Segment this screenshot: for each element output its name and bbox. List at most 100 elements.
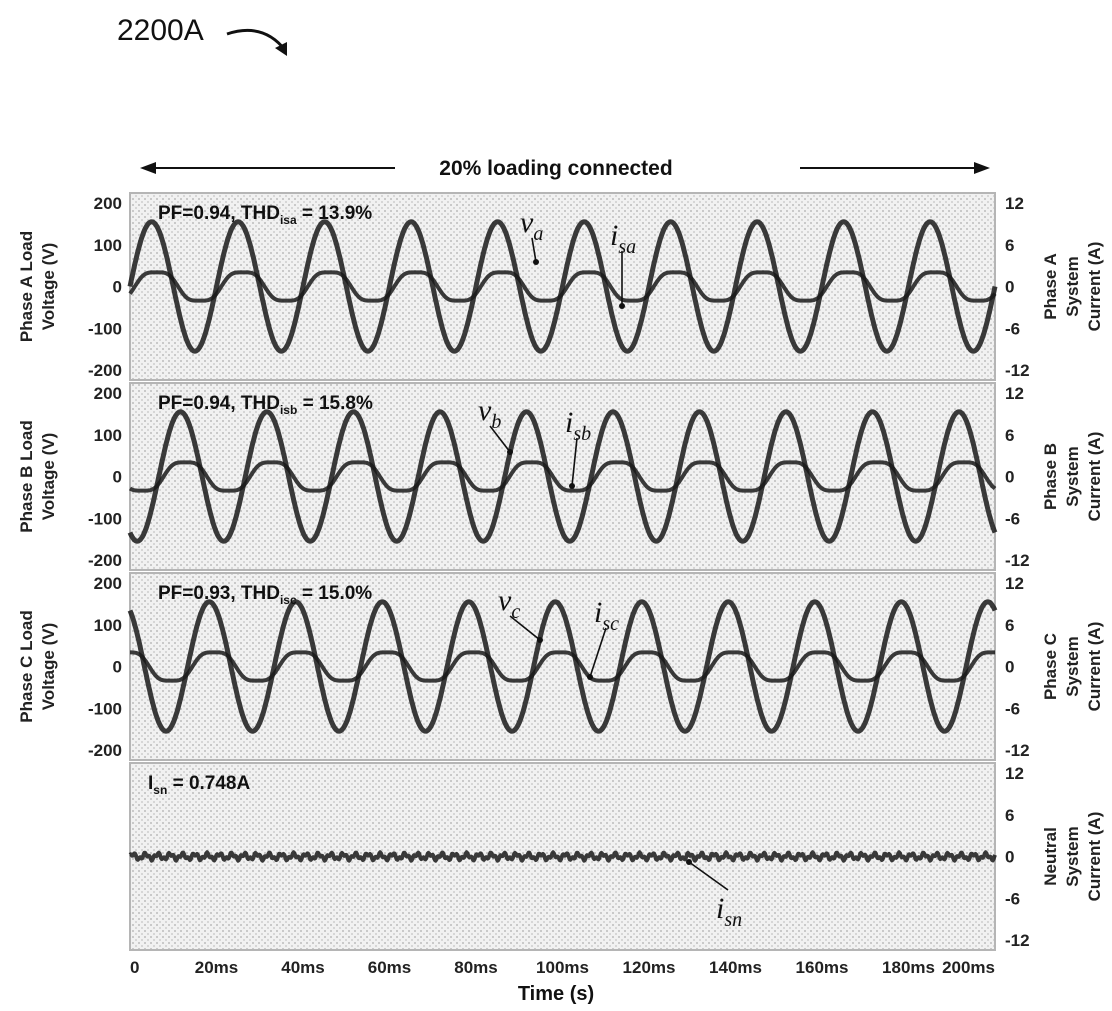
panel-b-left-axis-label: Phase B Load Voltage (V): [17, 420, 58, 532]
panel-b-right-tick: -6: [1005, 509, 1020, 528]
panel-a-right-axis-label-line: Current (A): [1085, 242, 1104, 332]
series-isn-line: [128, 850, 997, 863]
panel-b: 200 100 0 -100 -200 12 6 0 -6 -12 Phase B Load Volt…: [17, 382, 1104, 571]
series-va-pointer-tip-icon: [533, 259, 539, 265]
series-vb-pointer: [489, 425, 511, 453]
panel-c-left-tick: 100: [94, 616, 122, 635]
panel-a-right-axis-label-line: System: [1063, 256, 1082, 316]
series-isc-label: isc: [594, 596, 619, 635]
panel-c-left-tick: -100: [88, 699, 122, 718]
series-vc-pointer: [509, 615, 541, 641]
panel-b-right-axis-label-line: Phase B: [1041, 443, 1060, 510]
panel-n-right-tick: 6: [1005, 806, 1014, 825]
series-isn-pointer-tip-icon: [686, 859, 692, 865]
panel-b-right-tick: 0: [1005, 468, 1014, 487]
series-isn-label: isn: [716, 892, 742, 931]
panel-c-right-tick: -12: [1005, 741, 1030, 760]
series-vc-label: vc: [498, 584, 520, 623]
panel-n-right-tick: -6: [1005, 889, 1020, 908]
panel-a-right-tick: 6: [1005, 236, 1014, 255]
panel-a-left-tick: -200: [88, 361, 122, 380]
panel-a: 200 100 0 -100 -200 12 6 0 -6 -12 Phase A Load Volt…: [17, 192, 1104, 381]
panel-c: 200 100 0 -100 -200 12 6 0 -6 -12 Phase C Load Volt…: [17, 572, 1104, 761]
x-tick-label: 140ms: [709, 958, 762, 977]
x-axis-label: Time (s): [518, 983, 594, 1005]
series-isb-label: isb: [565, 406, 591, 445]
series-va-label: va: [520, 206, 543, 245]
panel-c-left-tick: 0: [113, 658, 122, 677]
chart-title-group: 20% loading connected: [140, 157, 990, 180]
panel-a-right-tick: 12: [1005, 194, 1024, 213]
series-isn-pointer: [688, 861, 729, 891]
panel-b-right-tick: 6: [1005, 426, 1014, 445]
series-vc-line: [127, 599, 998, 734]
panel-c-left-axis-label-line: Phase C Load: [17, 610, 36, 722]
panel-a-right-tick: 0: [1005, 278, 1014, 297]
panel-a-right-axis-label: Phase A System Current (A): [1041, 242, 1104, 332]
panel-a-left-axis-label-line: Voltage (V): [39, 243, 58, 331]
figure-pointer-arrow-icon: [226, 28, 287, 56]
panel-a-left-tick: -100: [88, 319, 122, 338]
panel-a-left-tick: 0: [113, 278, 122, 297]
panel-c-right-tick: 12: [1005, 574, 1024, 593]
panel-a-left-axis-label: Phase A Load Voltage (V): [17, 231, 58, 342]
series-va-line: [127, 219, 998, 354]
x-tick-label: 80ms: [454, 958, 497, 977]
x-tick-label: 160ms: [796, 958, 849, 977]
panel-b-annotation: PF=0.94, THDisb = 15.8%: [158, 393, 373, 417]
series-isa-pointer-tip-icon: [619, 303, 625, 309]
panel-b-left-tick: -200: [88, 551, 122, 570]
panel-n-right-tick: 0: [1005, 848, 1014, 867]
panel-n: 12 6 0 -6 -12 Neutral System Current (A) isn Isn …: [128, 762, 1104, 951]
panel-c-right-tick: -6: [1005, 699, 1020, 718]
x-tick-label: 100ms: [536, 958, 589, 977]
title-arrowhead-left-icon: [140, 162, 156, 174]
panel-a-left-axis-label-line: Phase A Load: [17, 231, 36, 342]
series-isc-pointer-tip-icon: [587, 674, 593, 680]
series-isb-pointer-tip-icon: [569, 483, 575, 489]
panel-c-left-tick: 200: [94, 574, 122, 593]
panel-c-right-axis-label-line: Phase C: [1041, 633, 1060, 700]
panel-a-right-tick: -12: [1005, 361, 1030, 380]
panel-c-right-tick: 0: [1005, 658, 1014, 677]
figure-label: 2200A: [117, 14, 204, 47]
panel-c-right-tick: 6: [1005, 616, 1014, 635]
series-vb-label: vb: [478, 394, 501, 433]
chart-title: 20% loading connected: [439, 157, 672, 180]
panel-b-left-tick: -100: [88, 509, 122, 528]
panel-n-right-tick: -12: [1005, 931, 1030, 950]
title-arrowhead-right-icon: [974, 162, 990, 174]
panel-c-right-axis-label-line: System: [1063, 636, 1082, 696]
x-tick-label: 60ms: [368, 958, 411, 977]
panel-n-right-axis-label: Neutral System Current (A): [1041, 812, 1104, 902]
panel-a-annotation: PF=0.94, THDisa = 13.9%: [158, 203, 372, 227]
panel-n-right-axis-label-line: Neutral: [1041, 827, 1060, 886]
x-tick-label: 120ms: [623, 958, 676, 977]
x-tick-label: 40ms: [281, 958, 324, 977]
panel-b-right-axis-label: Phase B System Current (A): [1041, 432, 1104, 522]
panel-c-annotation: PF=0.93, THDisc = 15.0%: [158, 583, 372, 607]
panel-b-left-tick: 100: [94, 426, 122, 445]
panel-c-right-axis-label: Phase C System Current (A): [1041, 622, 1104, 712]
x-tick-label: 0: [130, 958, 139, 977]
series-vb-line: [127, 409, 998, 544]
series-vc-pointer-tip-icon: [537, 637, 543, 643]
series-isa-line: [128, 270, 997, 303]
panel-b-left-axis-label-line: Phase B Load: [17, 420, 36, 532]
panel-b-right-tick: -12: [1005, 551, 1030, 570]
series-vb-pointer-tip-icon: [507, 449, 513, 455]
panel-a-right-axis-label-line: Phase A: [1041, 253, 1060, 319]
panel-n-annotation: Isn = 0.748A: [148, 773, 250, 797]
panel-b-right-axis-label-line: System: [1063, 446, 1082, 506]
panel-c-left-axis-label-line: Voltage (V): [39, 623, 58, 711]
series-va-pointer: [531, 237, 537, 263]
panel-a-right-tick: -6: [1005, 319, 1020, 338]
panel-a-left-tick: 200: [94, 194, 122, 213]
panel-b-left-tick: 0: [113, 468, 122, 487]
panel-a-left-tick: 100: [94, 236, 122, 255]
series-isb-line: [128, 460, 997, 493]
panel-b-right-axis-label-line: Current (A): [1085, 432, 1104, 522]
panel-n-right-axis-label-line: Current (A): [1085, 812, 1104, 902]
panel-b-left-axis-label-line: Voltage (V): [39, 433, 58, 521]
panel-n-right-tick: 12: [1005, 764, 1024, 783]
